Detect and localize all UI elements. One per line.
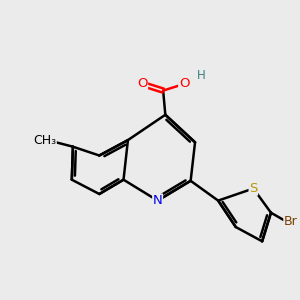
Text: N: N bbox=[153, 194, 163, 207]
Text: CH₃: CH₃ bbox=[33, 134, 56, 147]
Text: S: S bbox=[249, 182, 257, 195]
Text: Br: Br bbox=[284, 215, 298, 228]
Text: O: O bbox=[179, 77, 189, 91]
Text: H: H bbox=[197, 69, 206, 82]
Text: O: O bbox=[137, 77, 148, 91]
